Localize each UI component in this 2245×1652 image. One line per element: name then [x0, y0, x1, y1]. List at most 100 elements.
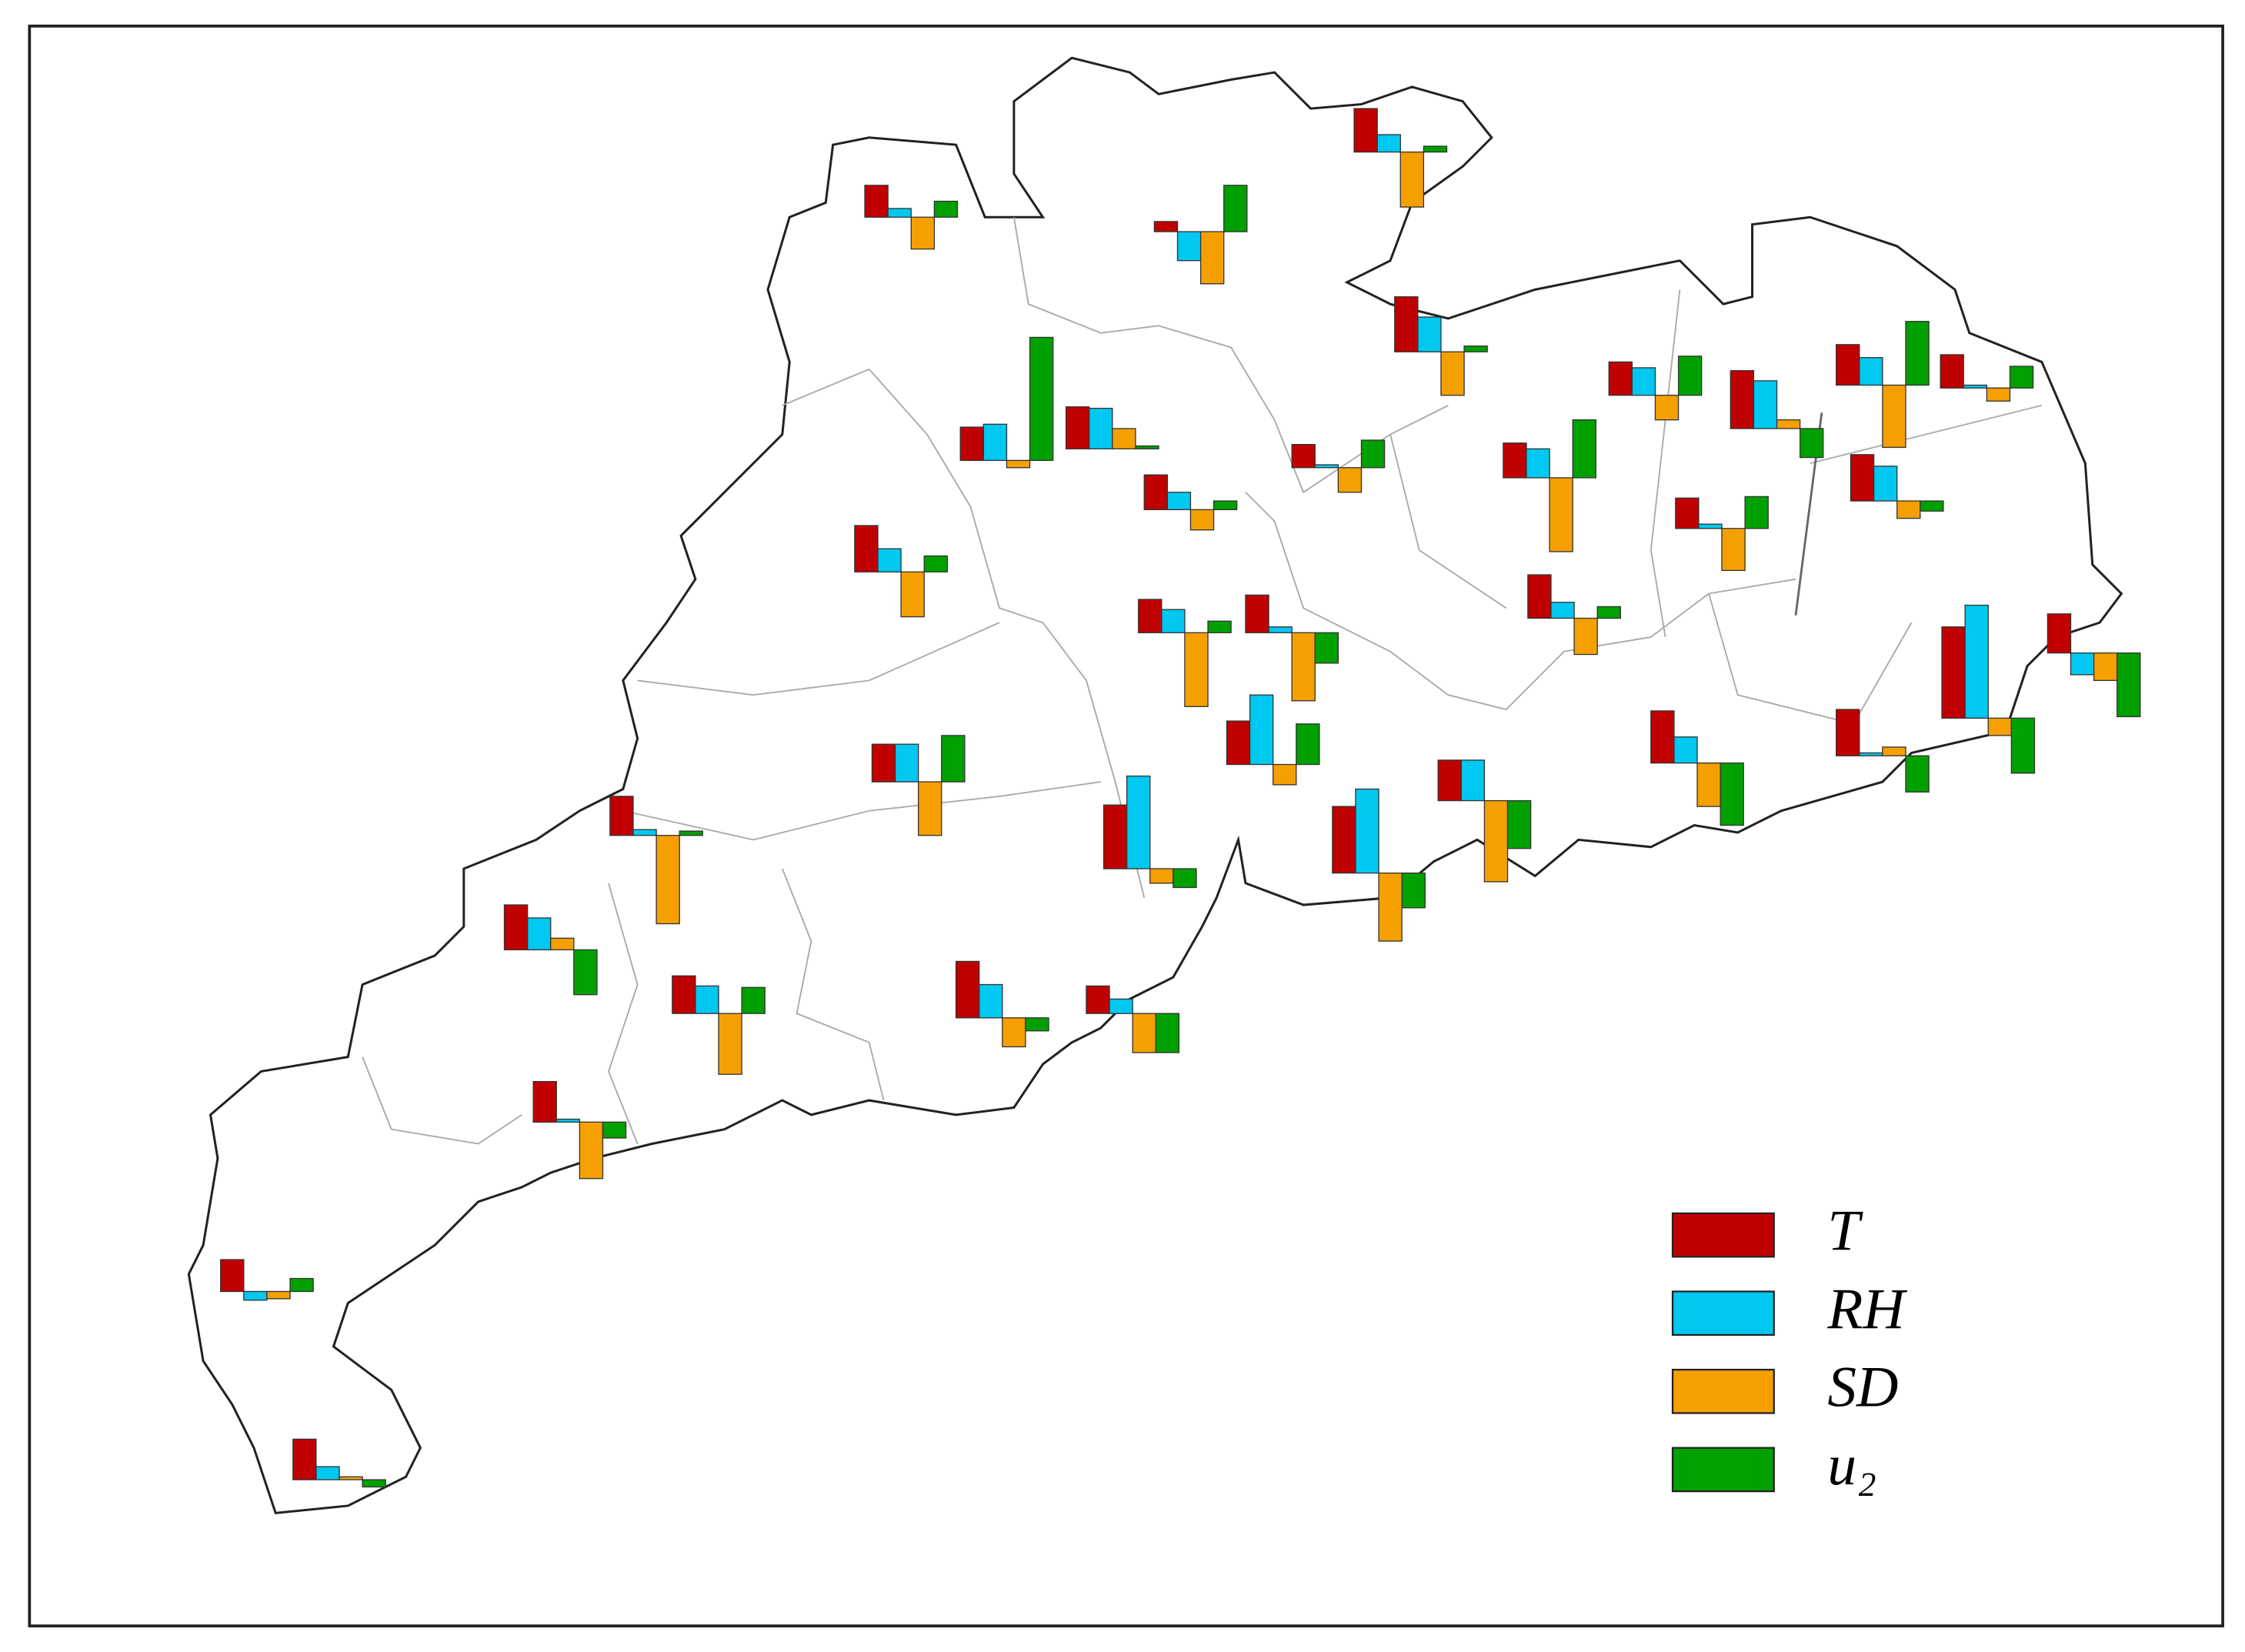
- bar: [2047, 613, 2072, 654]
- bar: [672, 975, 696, 1014]
- bar: [1189, 509, 1215, 531]
- bar: [573, 949, 598, 996]
- bar: [1065, 406, 1090, 449]
- bar: [1549, 477, 1573, 552]
- bar: [655, 835, 680, 925]
- bar: [1155, 1013, 1180, 1053]
- legend-label: SD: [1827, 1355, 1898, 1419]
- bar: [550, 937, 575, 951]
- bar: [609, 796, 634, 836]
- bar: [1631, 367, 1656, 396]
- bar: [2010, 717, 2036, 774]
- bar: [1355, 788, 1379, 874]
- bar: [1112, 428, 1136, 449]
- legend-label: u₂: [1827, 1433, 1876, 1497]
- bar: [941, 735, 966, 783]
- bar: [1873, 466, 1898, 502]
- bar: [532, 1080, 557, 1123]
- bar: [959, 426, 985, 462]
- bar: [1753, 380, 1778, 429]
- bar: [1550, 602, 1575, 619]
- bar: [1353, 108, 1378, 153]
- bar: [1399, 151, 1425, 208]
- legend-swatch: [1671, 1368, 1775, 1414]
- bar: [555, 1118, 581, 1123]
- bar: [315, 1466, 340, 1480]
- bar: [1132, 1013, 1156, 1053]
- bar: [220, 1259, 245, 1293]
- bar: [982, 423, 1008, 462]
- bar: [1799, 428, 1824, 459]
- bar: [1675, 497, 1700, 529]
- bar: [1650, 710, 1675, 764]
- bar: [1138, 599, 1163, 633]
- bar: [1905, 755, 1930, 793]
- station-glyphs: [220, 108, 2141, 1488]
- bar: [1882, 384, 1906, 449]
- bar: [979, 983, 1003, 1019]
- bar: [289, 1277, 314, 1293]
- bar: [1573, 617, 1598, 656]
- bar: [2093, 652, 2118, 682]
- bar: [1245, 594, 1269, 633]
- bar: [1226, 720, 1251, 766]
- bar: [695, 985, 719, 1014]
- bar: [1896, 500, 1921, 519]
- bar: [1109, 998, 1133, 1014]
- bar: [1423, 145, 1448, 153]
- bar: [1161, 609, 1186, 633]
- bar: [1223, 185, 1248, 232]
- bar: [1314, 464, 1339, 469]
- bar: [864, 185, 889, 218]
- bar: [1166, 492, 1192, 511]
- bar: [1882, 746, 1906, 756]
- bar: [1149, 868, 1174, 884]
- bar: [362, 1479, 386, 1488]
- bar: [1291, 444, 1316, 469]
- legend-swatch: [1671, 1212, 1775, 1258]
- bar: [1135, 445, 1159, 449]
- bar: [243, 1290, 268, 1301]
- province-outline: [187, 56, 2123, 1514]
- bar: [1654, 395, 1680, 421]
- legend-swatch: [1671, 1290, 1775, 1337]
- bar: [1677, 355, 1703, 396]
- bar: [1572, 419, 1596, 479]
- bar: [1964, 604, 1989, 719]
- bar: [871, 743, 896, 783]
- bar: [292, 1438, 317, 1480]
- legend: T RH SD u₂: [1671, 1199, 1907, 1497]
- bar: [1905, 321, 1930, 386]
- bar: [1673, 736, 1698, 764]
- bar: [1463, 345, 1488, 352]
- legend-label: RH: [1826, 1277, 1907, 1341]
- bar: [1698, 523, 1723, 529]
- bar: [1526, 448, 1550, 479]
- bar: [1941, 626, 1966, 719]
- bar: [1720, 762, 1744, 826]
- bar: [1207, 620, 1232, 633]
- bar: [1176, 231, 1202, 262]
- bar: [1378, 872, 1403, 942]
- bar: [1153, 221, 1179, 232]
- bar: [266, 1290, 291, 1300]
- bar: [1249, 694, 1274, 766]
- bar: [1596, 606, 1621, 619]
- bar: [1173, 868, 1197, 889]
- bar: [918, 781, 942, 836]
- bar: [1184, 632, 1209, 707]
- bar: [1126, 775, 1151, 869]
- bar: [1836, 709, 1860, 756]
- bar: [1744, 496, 1769, 529]
- bar: [2070, 652, 2095, 676]
- bar: [923, 555, 948, 572]
- bar: [1029, 336, 1054, 462]
- bar: [1394, 296, 1419, 352]
- bar: [854, 525, 879, 572]
- bar: [526, 917, 552, 951]
- bar: [1506, 799, 1532, 849]
- bar: [1332, 806, 1356, 874]
- bar: [1002, 1017, 1026, 1048]
- bar: [1273, 763, 1297, 786]
- bar: [1721, 528, 1746, 572]
